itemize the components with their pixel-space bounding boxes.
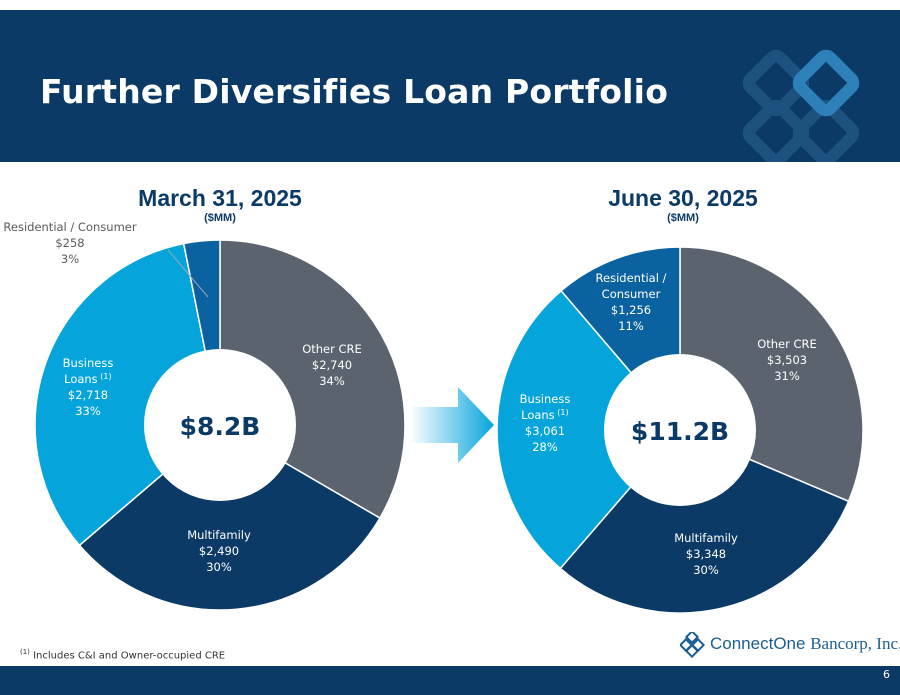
data-label-other-cre: Other CRE $3,503 31%: [757, 337, 817, 383]
logo-text: ConnectOne Bancorp, Inc.: [710, 634, 900, 654]
pie-slice-multifamily: [559, 429, 850, 614]
diamond-pattern-icon: [742, 49, 860, 162]
footer-bar: [0, 666, 900, 695]
donut-hole: [144, 349, 296, 501]
chart-unit-march: ($MM): [204, 212, 236, 224]
logo-diamond-icon: [680, 632, 706, 658]
data-label-residential-consumer: Residential / Consumer $258 3%: [3, 220, 136, 266]
footnote-text: Includes C&I and Owner-occupied CRE: [33, 650, 226, 662]
logo-name-part2: Bancorp, Inc.: [810, 634, 900, 653]
pie-slice-business-loans: [34, 242, 221, 547]
slide-title: Further Diversifies Loan Portfolio: [40, 72, 669, 111]
footnote-marker: (1): [20, 648, 30, 656]
donut-hole: [604, 354, 756, 506]
center-total-label: $8.2B: [180, 412, 261, 441]
footnote: (1) Includes C&I and Owner-occupied CRE: [20, 648, 225, 661]
data-label-multifamily: Multifamily $3,348 30%: [674, 531, 738, 577]
data-label-residential-consumer: Residential / Consumer $1,256 11%: [596, 271, 667, 333]
pie-slice-business-loans: [496, 289, 681, 570]
chart-unit-june: ($MM): [667, 212, 699, 224]
data-label-other-cre: Other CRE $2,740 34%: [302, 342, 362, 388]
leader-line: [167, 249, 209, 298]
chart-title-march: March 31, 2025: [138, 185, 302, 211]
logo-name-part1: ConnectOne: [710, 634, 806, 653]
data-label-multifamily: Multifamily $2,490 30%: [187, 528, 251, 574]
center-total-label: $11.2B: [631, 417, 729, 446]
page-number: 6: [883, 668, 890, 681]
chart-title-june: June 30, 2025: [608, 185, 758, 211]
company-logo: ConnectOne Bancorp, Inc.: [680, 630, 900, 660]
right-arrow-icon: [410, 387, 494, 463]
header-banner: Further Diversifies Loan Portfolio: [0, 10, 900, 162]
pie-slice-multifamily: [78, 424, 381, 611]
